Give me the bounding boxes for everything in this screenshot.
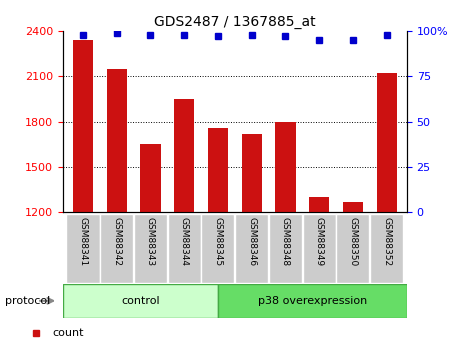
Bar: [303, 214, 336, 283]
Text: p38 overexpression: p38 overexpression: [258, 296, 367, 306]
Bar: [100, 214, 133, 283]
Text: control: control: [121, 296, 159, 306]
Bar: [168, 214, 201, 283]
Bar: [269, 214, 302, 283]
Bar: [275, 122, 296, 212]
Bar: [235, 214, 268, 283]
Text: GSM88342: GSM88342: [112, 217, 121, 266]
Bar: [370, 214, 403, 283]
Text: GSM88343: GSM88343: [146, 217, 155, 266]
Title: GDS2487 / 1367885_at: GDS2487 / 1367885_at: [154, 14, 316, 29]
Bar: [336, 214, 369, 283]
Bar: [309, 197, 329, 212]
Text: GSM88349: GSM88349: [315, 217, 324, 266]
Bar: [73, 40, 93, 212]
Text: GSM88345: GSM88345: [213, 217, 222, 266]
Text: GSM88341: GSM88341: [79, 217, 87, 266]
Text: GSM88346: GSM88346: [247, 217, 256, 266]
Bar: [106, 69, 127, 212]
Text: protocol: protocol: [5, 296, 50, 306]
Bar: [201, 214, 234, 283]
Bar: [208, 128, 228, 212]
Text: GSM88344: GSM88344: [179, 217, 189, 266]
Bar: [140, 144, 160, 212]
Text: count: count: [53, 328, 84, 338]
Text: GSM88348: GSM88348: [281, 217, 290, 266]
Text: GSM88350: GSM88350: [348, 217, 358, 266]
Bar: [174, 99, 194, 212]
Bar: [377, 73, 397, 212]
Bar: [242, 134, 262, 212]
Bar: [134, 214, 167, 283]
Bar: [63, 284, 218, 318]
Text: GSM88352: GSM88352: [382, 217, 391, 266]
Bar: [66, 214, 100, 283]
Bar: [343, 201, 363, 212]
Bar: [218, 284, 407, 318]
